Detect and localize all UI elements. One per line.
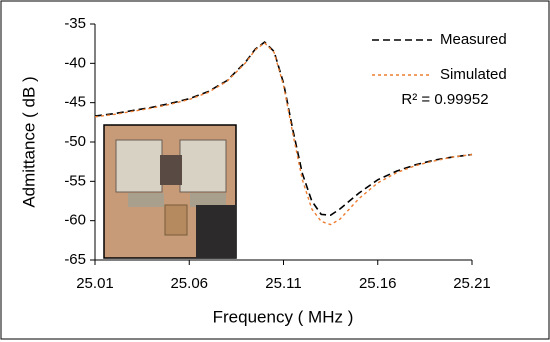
y-tick-label: -40 xyxy=(64,54,86,71)
inset-photo xyxy=(103,124,237,259)
y-tick-label: -35 xyxy=(64,15,86,32)
y-tick-label: -65 xyxy=(64,251,86,268)
x-axis-title: Frequency ( MHz ) xyxy=(213,307,354,326)
y-tick-label: -50 xyxy=(64,133,86,150)
series-line xyxy=(94,41,473,226)
legend-label: Measured xyxy=(440,31,507,48)
y-tick-label: -55 xyxy=(64,172,86,189)
x-tick-label: 25.01 xyxy=(76,275,114,292)
y-axis-title: Admittance ( dB ) xyxy=(19,76,38,207)
x-tick-label: 25.11 xyxy=(265,275,301,292)
legend-label: Simulated xyxy=(440,66,507,83)
series-line xyxy=(94,41,473,216)
y-tick-label: -60 xyxy=(64,212,86,229)
annotation: R² = 0.99952 xyxy=(401,91,488,108)
y-tick-label: -45 xyxy=(64,94,86,111)
x-tick-label: 25.21 xyxy=(453,275,491,292)
x-tick-label: 25.06 xyxy=(170,275,208,292)
x-tick-label: 25.16 xyxy=(359,275,397,292)
